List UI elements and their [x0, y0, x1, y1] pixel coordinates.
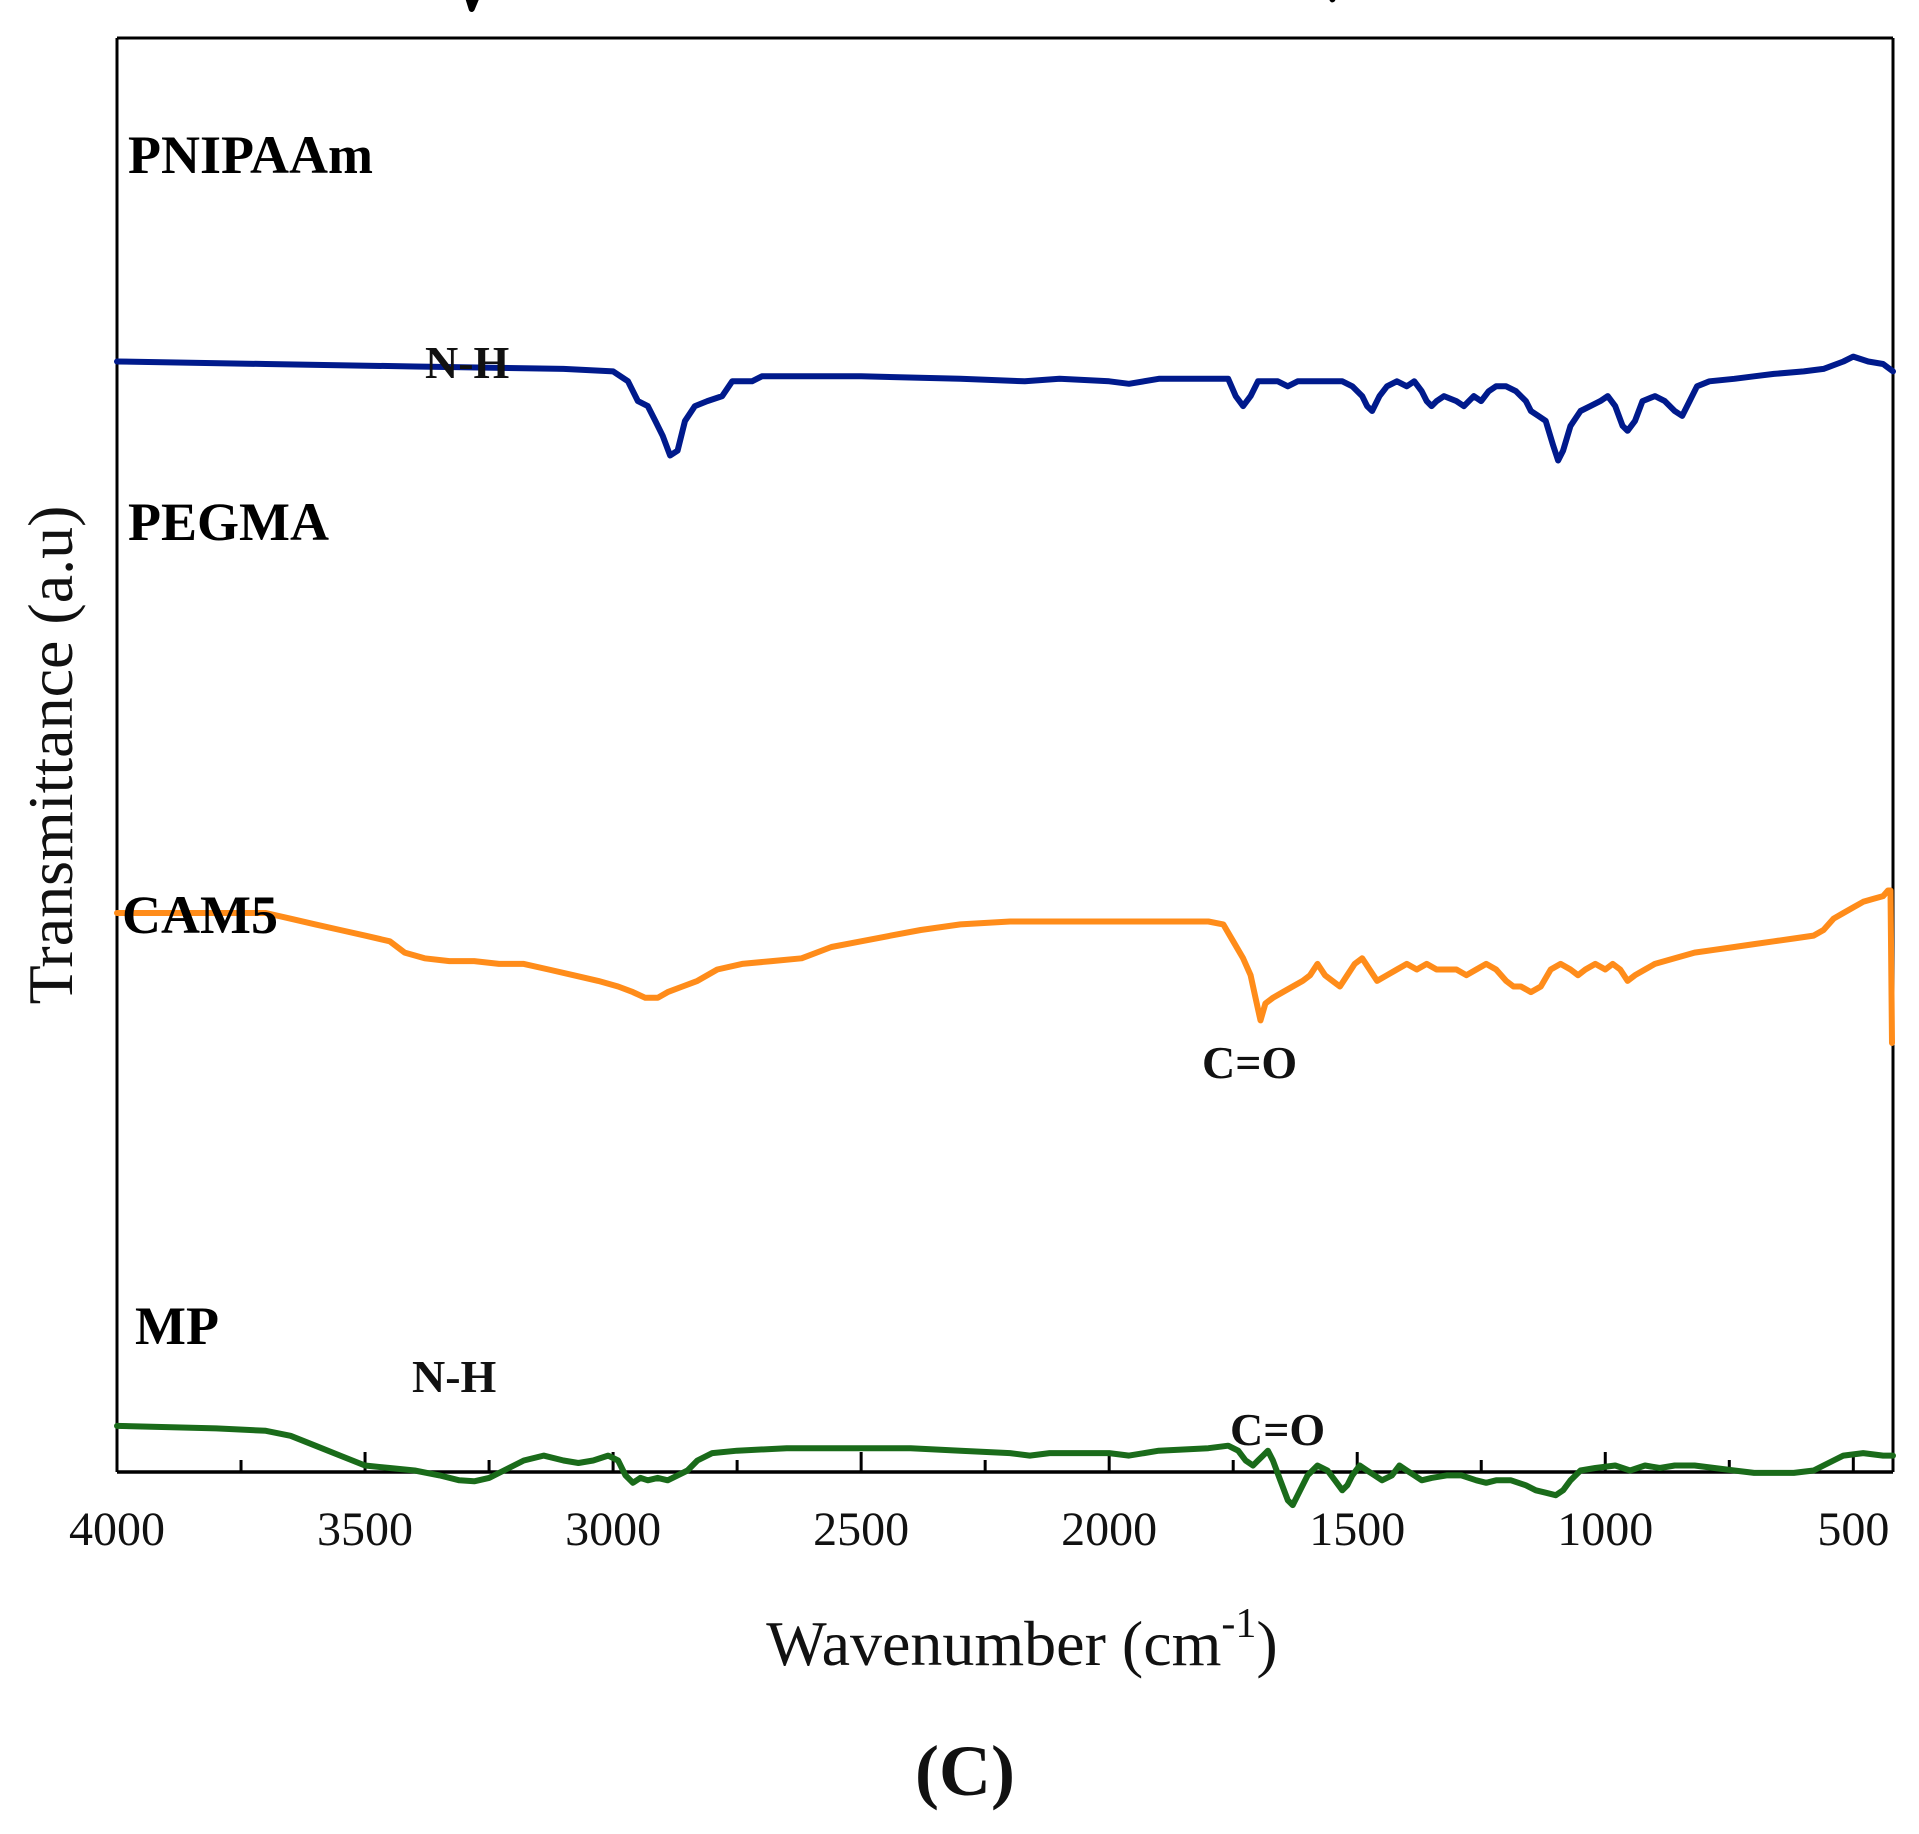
x-tick-label-1000: 1000 — [1557, 1503, 1653, 1556]
series-line-mp — [114, 1422, 1896, 1509]
series-label-pegma: PEGMA — [128, 492, 329, 552]
x-axis-ticks: 4000 3500 3000 2500 2000 1500 1000 500 — [69, 1452, 1889, 1556]
series-line-pegma — [114, 353, 1896, 464]
x-axis-title-main: Wavenumber (cm — [766, 1608, 1221, 1679]
x-tick-label-3000: 3000 — [565, 1503, 661, 1556]
y-axis-title: Transmittance (a.u) — [15, 506, 86, 1005]
series-layer — [114, 0, 1896, 1509]
x-axis-title-superscript: -1 — [1221, 1601, 1256, 1647]
series-label-mp: MP — [135, 1296, 219, 1356]
x-tick-label-2000: 2000 — [1061, 1503, 1157, 1556]
x-axis-title-close: ) — [1256, 1608, 1277, 1679]
annotation-nh-pnipaam: N-H — [425, 337, 510, 388]
series-label-cam5: CAM5 — [122, 885, 278, 945]
annotation-co-mp: C=O — [1230, 1404, 1325, 1455]
x-tick-label-2500: 2500 — [813, 1503, 909, 1556]
annotation-nh-mp: N-H — [412, 1351, 497, 1402]
series-line-cam5 — [114, 887, 1895, 1046]
x-tick-label-4000: 4000 — [69, 1503, 165, 1556]
x-tick-label-3500: 3500 — [317, 1503, 413, 1556]
annotation-co-cam5: C=O — [1202, 1037, 1297, 1088]
x-tick-label-500: 500 — [1817, 1503, 1889, 1556]
series-line-pnipaam — [465, 0, 1336, 12]
panel-label: (C) — [915, 1731, 1015, 1811]
x-tick-label-1500: 1500 — [1309, 1503, 1405, 1556]
series-label-pnipaam: PNIPAAm — [128, 125, 373, 185]
x-axis-title: Wavenumber (cm-1) — [766, 1601, 1277, 1679]
